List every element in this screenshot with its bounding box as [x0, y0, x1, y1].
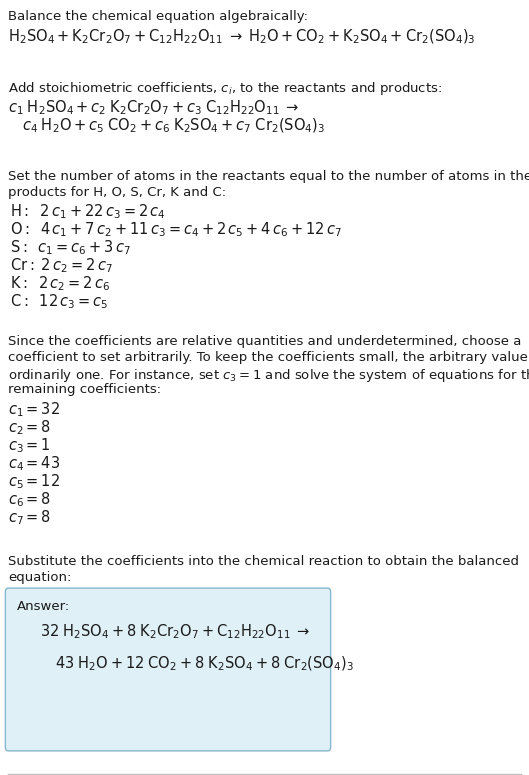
- Text: $c_1 = 32$: $c_1 = 32$: [8, 400, 60, 419]
- Text: $c_3 = 1$: $c_3 = 1$: [8, 436, 51, 455]
- Text: $c_2 = 8$: $c_2 = 8$: [8, 418, 51, 436]
- Text: remaining coefficients:: remaining coefficients:: [8, 383, 161, 396]
- Text: $\mathrm{C:}\;\;12\,c_3 = c_5$: $\mathrm{C:}\;\;12\,c_3 = c_5$: [10, 292, 108, 311]
- Text: $c_4 = 43$: $c_4 = 43$: [8, 454, 60, 473]
- Text: $\mathrm{Cr:}\;2\,c_2 = 2\,c_7$: $\mathrm{Cr:}\;2\,c_2 = 2\,c_7$: [10, 256, 113, 274]
- Text: $32\;\mathrm{H_2SO_4} + 8\;\mathrm{K_2Cr_2O_7} + \mathrm{C_{12}H_{22}O_{11}}\;\r: $32\;\mathrm{H_2SO_4} + 8\;\mathrm{K_2Cr…: [40, 622, 311, 641]
- Text: $\mathrm{S:}\;\;c_1 = c_6 + 3\,c_7$: $\mathrm{S:}\;\;c_1 = c_6 + 3\,c_7$: [10, 238, 131, 257]
- Text: equation:: equation:: [8, 571, 71, 584]
- Text: coefficient to set arbitrarily. To keep the coefficients small, the arbitrary va: coefficient to set arbitrarily. To keep …: [8, 351, 529, 364]
- Text: $\mathrm{H_2SO_4 + K_2Cr_2O_7 + C_{12}H_{22}O_{11}}\;\rightarrow\;\mathrm{H_2O +: $\mathrm{H_2SO_4 + K_2Cr_2O_7 + C_{12}H_…: [8, 28, 476, 46]
- Text: Balance the chemical equation algebraically:: Balance the chemical equation algebraica…: [8, 10, 308, 23]
- Text: Answer:: Answer:: [17, 600, 70, 613]
- Text: $\mathrm{K:}\;\;2\,c_2 = 2\,c_6$: $\mathrm{K:}\;\;2\,c_2 = 2\,c_6$: [10, 274, 111, 293]
- Text: $c_7 = 8$: $c_7 = 8$: [8, 508, 51, 527]
- Text: $c_4\;\mathrm{H_2O} + c_5\;\mathrm{CO_2} + c_6\;\mathrm{K_2SO_4} + c_7\;\mathrm{: $c_4\;\mathrm{H_2O} + c_5\;\mathrm{CO_2}…: [22, 117, 325, 136]
- Text: products for H, O, S, Cr, K and C:: products for H, O, S, Cr, K and C:: [8, 186, 226, 199]
- Text: Substitute the coefficients into the chemical reaction to obtain the balanced: Substitute the coefficients into the che…: [8, 555, 519, 568]
- Text: $\mathrm{O:}\;\;4\,c_1 + 7\,c_2 + 11\,c_3 = c_4 + 2\,c_5 + 4\,c_6 + 12\,c_7$: $\mathrm{O:}\;\;4\,c_1 + 7\,c_2 + 11\,c_…: [10, 220, 342, 239]
- Text: $c_5 = 12$: $c_5 = 12$: [8, 472, 60, 491]
- Text: $43\;\mathrm{H_2O} + 12\;\mathrm{CO_2} + 8\;\mathrm{K_2SO_4} + 8\;\mathrm{Cr_2(S: $43\;\mathrm{H_2O} + 12\;\mathrm{CO_2} +…: [55, 655, 354, 673]
- Text: Since the coefficients are relative quantities and underdetermined, choose a: Since the coefficients are relative quan…: [8, 335, 522, 348]
- Text: Set the number of atoms in the reactants equal to the number of atoms in the: Set the number of atoms in the reactants…: [8, 170, 529, 183]
- FancyBboxPatch shape: [5, 588, 331, 751]
- Text: $c_6 = 8$: $c_6 = 8$: [8, 490, 51, 508]
- Text: $c_1\;\mathrm{H_2SO_4} + c_2\;\mathrm{K_2Cr_2O_7} + c_3\;\mathrm{C_{12}H_{22}O_{: $c_1\;\mathrm{H_2SO_4} + c_2\;\mathrm{K_…: [8, 98, 299, 117]
- Text: $\mathrm{H:}\;\;2\,c_1 + 22\,c_3 = 2\,c_4$: $\mathrm{H:}\;\;2\,c_1 + 22\,c_3 = 2\,c_…: [10, 202, 166, 221]
- Text: Add stoichiometric coefficients, $c_i$, to the reactants and products:: Add stoichiometric coefficients, $c_i$, …: [8, 80, 442, 97]
- Text: ordinarily one. For instance, set $c_3 = 1$ and solve the system of equations fo: ordinarily one. For instance, set $c_3 =…: [8, 367, 529, 384]
